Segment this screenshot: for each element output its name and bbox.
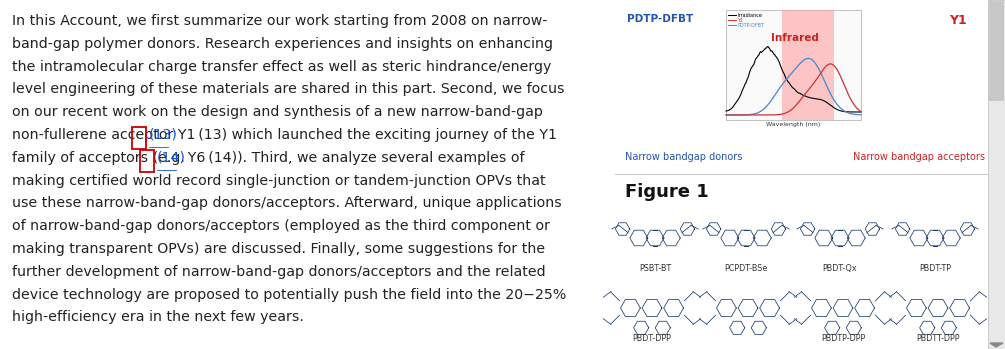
Text: family of acceptors (e.g. Y6 (14)). Third, we analyze several examples of: family of acceptors (e.g. Y6 (14)). Thir… — [12, 151, 525, 165]
Text: PBDTT-DPP: PBDTT-DPP — [917, 334, 960, 343]
Bar — [141, 150, 154, 172]
Text: Wavelength (nm): Wavelength (nm) — [767, 122, 821, 127]
Text: level engineering of these materials are shared in this part. Second, we focus: level engineering of these materials are… — [12, 82, 565, 96]
Text: PBDTP-DPP: PBDTP-DPP — [821, 334, 865, 343]
Text: (14): (14) — [157, 151, 186, 165]
Text: Irradiance: Irradiance — [737, 13, 762, 18]
Text: Y1: Y1 — [737, 18, 743, 23]
Text: (13): (13) — [149, 128, 178, 142]
Text: PBDT-TP: PBDT-TP — [919, 264, 951, 273]
Text: making transparent OPVs) are discussed. Finally, some suggestions for the: making transparent OPVs) are discussed. … — [12, 242, 545, 256]
Text: Narrow bandgap acceptors: Narrow bandgap acceptors — [853, 152, 985, 162]
Text: making certified world record single-junction or tandem-junction OPVs that: making certified world record single-jun… — [12, 173, 546, 188]
Bar — [988, 0, 1005, 349]
Text: PDTP-DFBT: PDTP-DFBT — [737, 23, 764, 28]
Text: high-efficiency era in the next few years.: high-efficiency era in the next few year… — [12, 310, 304, 325]
Text: further development of narrow-band-gap donors/acceptors and the related: further development of narrow-band-gap d… — [12, 265, 546, 279]
Text: non-fullerene acceptor Y1 (13) which launched the exciting journey of the Y1: non-fullerene acceptor Y1 (13) which lau… — [12, 128, 557, 142]
Text: on our recent work on the design and synthesis of a new narrow-band-gap: on our recent work on the design and syn… — [12, 105, 543, 119]
Text: PBDT-DPP: PBDT-DPP — [632, 334, 671, 343]
Text: PCPDT-BSe: PCPDT-BSe — [725, 264, 768, 273]
Text: PBDT-Qx: PBDT-Qx — [823, 264, 857, 273]
Text: Infrared: Infrared — [771, 33, 819, 43]
Text: Narrow bandgap donors: Narrow bandgap donors — [625, 152, 743, 162]
Bar — [726, 10, 861, 120]
Bar — [133, 127, 146, 149]
Text: Figure 1: Figure 1 — [625, 183, 709, 201]
Polygon shape — [990, 343, 1003, 347]
Text: In this Account, we first summarize our work starting from 2008 on narrow-: In this Account, we first summarize our … — [12, 14, 548, 28]
Text: Y1: Y1 — [949, 14, 967, 27]
Text: PSBT-BT: PSBT-BT — [639, 264, 671, 273]
Text: use these narrow-band-gap donors/acceptors. Afterward, unique applications: use these narrow-band-gap donors/accepto… — [12, 196, 562, 210]
Bar — [989, 1, 1004, 101]
Text: of narrow-band-gap donors/acceptors (employed as the third component or: of narrow-band-gap donors/acceptors (emp… — [12, 219, 550, 233]
Text: the intramolecular charge transfer effect as well as steric hindrance/energy: the intramolecular charge transfer effec… — [12, 60, 552, 74]
Text: band-gap polymer donors. Research experiences and insights on enhancing: band-gap polymer donors. Research experi… — [12, 37, 553, 51]
Bar — [615, 0, 1005, 349]
Text: device technology are proposed to potentially push the field into the 20−25%: device technology are proposed to potent… — [12, 288, 566, 302]
Text: PDTP-DFBT: PDTP-DFBT — [627, 14, 693, 24]
Bar — [782, 10, 834, 120]
